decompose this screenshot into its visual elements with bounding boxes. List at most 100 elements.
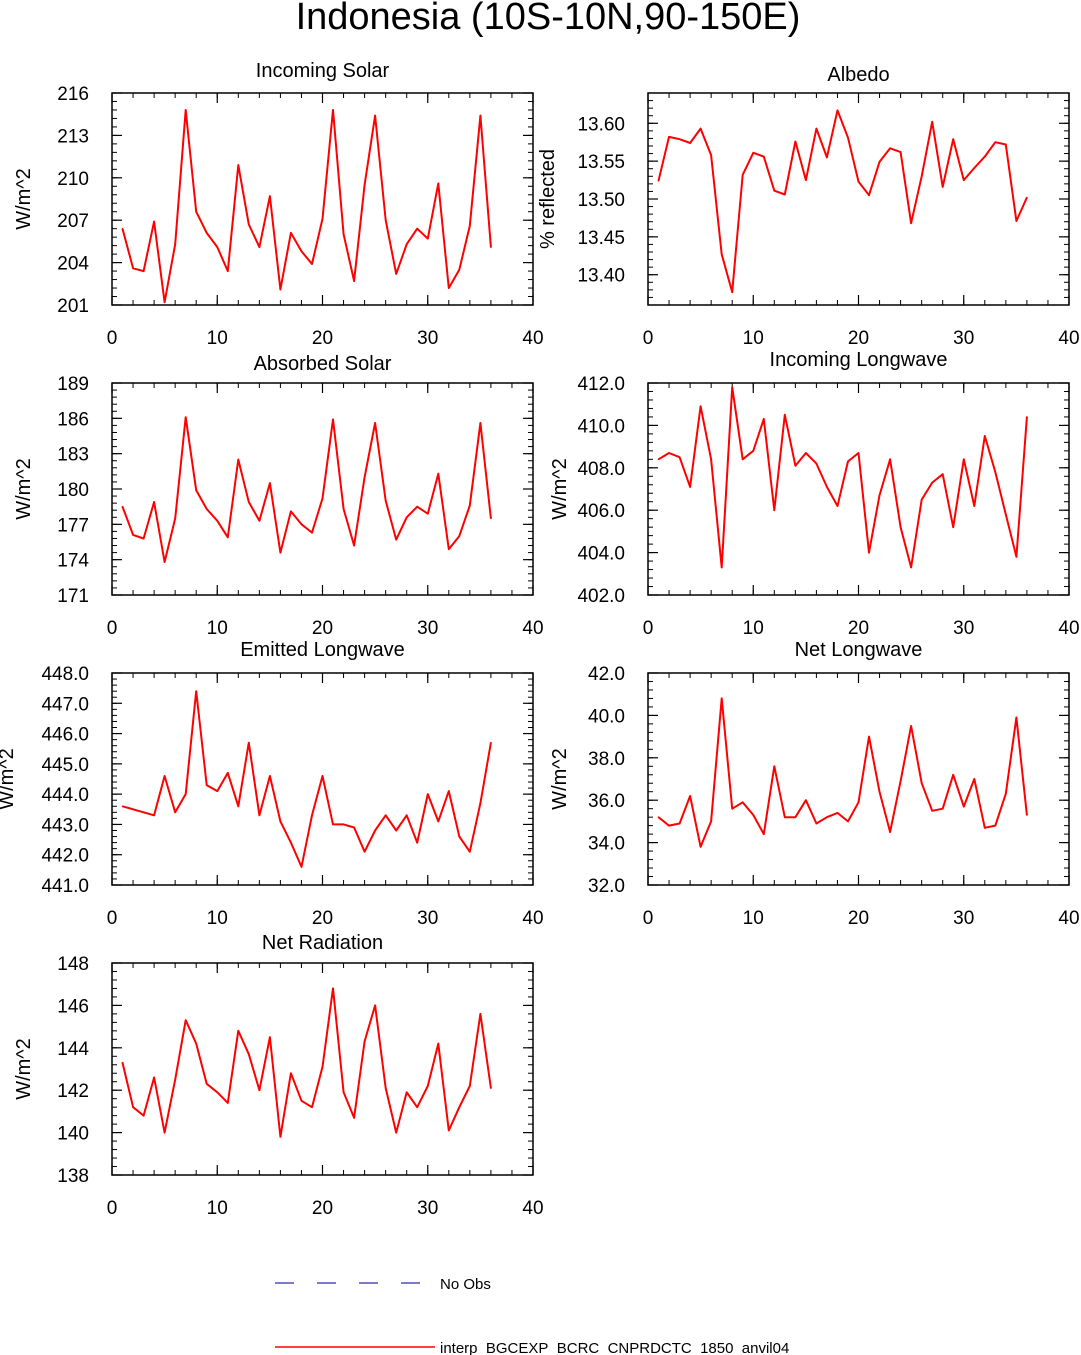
- y-tick-label: 148: [57, 954, 89, 975]
- data-point: [889, 147, 891, 150]
- y-tick-label: 183: [57, 445, 89, 466]
- data-point: [458, 268, 461, 271]
- y-axis-label: W/m^2: [13, 458, 35, 520]
- plot-frame: [647, 92, 1070, 306]
- y-axis-label: W/m^2: [0, 748, 18, 810]
- data-point: [342, 1091, 345, 1094]
- data-point: [237, 1030, 240, 1032]
- x-tick-label: 30: [417, 328, 438, 349]
- panel-incoming-solar: Incoming Solar 0 10 20 30 40 201 204 207 210 213 21…: [13, 60, 544, 349]
- data-point: [184, 416, 187, 419]
- data-point: [121, 1061, 124, 1064]
- x-tick-label: 10: [743, 908, 764, 929]
- data-point: [720, 697, 723, 700]
- data-point: [353, 826, 355, 829]
- data-point: [941, 807, 944, 810]
- data-point: [479, 1013, 482, 1015]
- data-point: [258, 814, 261, 817]
- data-point: [174, 1078, 176, 1081]
- data-point: [689, 142, 691, 144]
- data-point: [216, 246, 219, 248]
- x-tick-label: 40: [522, 908, 543, 929]
- data-point: [195, 690, 197, 692]
- data-point: [374, 114, 376, 117]
- series-line: [122, 690, 492, 868]
- x-tick-label: 40: [1058, 618, 1079, 639]
- y-tick-label: 216: [57, 84, 89, 105]
- data-point: [720, 566, 723, 569]
- data-point: [121, 505, 124, 508]
- data-point: [731, 386, 733, 389]
- data-point: [1005, 513, 1007, 516]
- data-point: [1005, 143, 1007, 146]
- data-point: [290, 841, 292, 844]
- data-point: [332, 987, 334, 990]
- data-point: [269, 195, 271, 197]
- data-point: [752, 152, 755, 154]
- data-point: [805, 179, 807, 181]
- data-point: [142, 1114, 145, 1117]
- y-axis-label: W/m^2: [549, 748, 571, 810]
- data-point: [805, 799, 807, 801]
- data-point: [973, 505, 976, 507]
- data-point: [227, 1102, 229, 1104]
- y-tick-label: 13.55: [577, 152, 625, 173]
- data-point: [448, 548, 450, 550]
- data-point: [321, 775, 324, 777]
- data-point: [836, 505, 839, 507]
- panel-emitted-longwave: Emitted Longwave 0 10 20 30 40 441.0 442.0 443.0…: [0, 639, 544, 929]
- data-point: [815, 127, 818, 130]
- x-tick-label: 10: [207, 1198, 228, 1219]
- data-point: [1005, 793, 1007, 795]
- data-point: [153, 220, 155, 223]
- data-point: [427, 1085, 429, 1087]
- data-point: [920, 175, 923, 178]
- data-point: [216, 790, 219, 792]
- x-tick-label: 40: [522, 1198, 543, 1219]
- data-point: [868, 735, 870, 738]
- series-line: [121, 987, 492, 1138]
- data-point: [279, 1136, 282, 1138]
- data-point: [458, 1106, 461, 1108]
- data-point: [342, 823, 345, 826]
- data-point: [899, 526, 902, 528]
- data-point: [994, 141, 997, 143]
- data-point: [458, 835, 461, 838]
- y-axis-label: W/m^2: [549, 458, 571, 520]
- data-point: [826, 816, 828, 818]
- data-point: [668, 824, 670, 827]
- data-point: [699, 405, 702, 408]
- y-tick-label: 446.0: [41, 725, 89, 746]
- data-point: [847, 460, 849, 463]
- data-point: [910, 725, 912, 727]
- y-tick-label: 442.0: [41, 846, 89, 867]
- legend-no-obs-label: No Obs: [440, 1276, 491, 1293]
- panel-title: Incoming Longwave: [770, 349, 948, 371]
- y-tick-label: 36.0: [588, 791, 625, 812]
- data-point: [311, 531, 313, 534]
- panel-title: Emitted Longwave: [240, 639, 405, 661]
- data-point: [163, 561, 166, 563]
- data-point: [311, 1106, 313, 1108]
- data-point: [952, 138, 954, 140]
- data-point: [279, 551, 282, 554]
- data-point: [342, 508, 345, 510]
- x-tick-label: 40: [522, 328, 543, 349]
- x-tick-label: 30: [417, 1198, 438, 1219]
- data-point: [132, 534, 134, 536]
- data-point: [857, 180, 860, 183]
- data-point: [920, 498, 923, 501]
- data-point: [963, 458, 965, 461]
- data-point: [448, 790, 450, 792]
- x-tick-label: 10: [743, 328, 764, 349]
- data-point: [689, 486, 691, 488]
- data-point: [216, 1091, 219, 1094]
- data-point: [878, 790, 881, 793]
- data-point: [363, 184, 366, 186]
- data-point: [815, 822, 818, 825]
- series-line: [657, 697, 1028, 848]
- data-point: [227, 772, 229, 774]
- data-point: [784, 816, 786, 818]
- data-point: [437, 1042, 440, 1045]
- y-tick-label: 204: [57, 254, 89, 275]
